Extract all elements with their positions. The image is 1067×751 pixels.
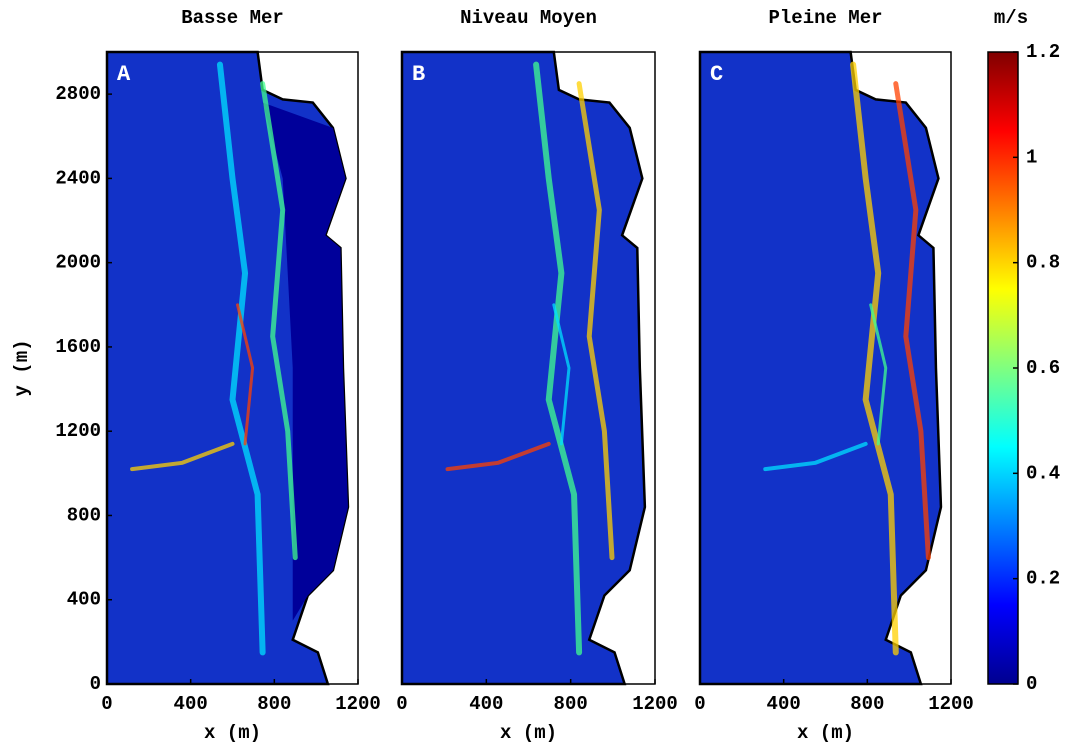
x-tick-label: 0	[101, 693, 112, 715]
y-tick-label: 0	[90, 673, 101, 695]
x-tick-label: 400	[174, 693, 208, 715]
panel-frame	[699, 51, 952, 685]
velocity-streak	[260, 81, 298, 561]
panel-frame	[401, 51, 656, 685]
water	[400, 50, 647, 686]
velocity-streak	[850, 61, 899, 656]
colorbar-tick-label: 0	[1026, 673, 1037, 695]
y-tick-label: 1600	[55, 336, 101, 358]
y-tick-label: 800	[67, 504, 101, 526]
x-tick-label: 800	[257, 693, 291, 715]
velocity-streak	[236, 303, 255, 446]
velocity-streak	[216, 61, 266, 656]
velocity-streak	[445, 441, 551, 472]
water	[698, 50, 943, 686]
velocity-streak	[552, 303, 571, 446]
x-tick-label: 800	[850, 693, 884, 715]
colorbar-tick-label: 1	[1026, 146, 1037, 168]
x-tick-label: 400	[469, 693, 503, 715]
y-axis-label: y (m)	[11, 339, 33, 396]
x-tick-label: 400	[767, 693, 801, 715]
colorbar-tick-label: 0.8	[1026, 252, 1060, 274]
x-tick-label: 1200	[928, 693, 974, 715]
y-tick-label: 2800	[55, 83, 101, 105]
velocity-streak	[763, 441, 868, 472]
y-tick-label: 2000	[55, 252, 101, 274]
velocity-streak	[893, 81, 931, 561]
panel-label: C	[710, 62, 723, 87]
x-tick-label: 800	[554, 693, 588, 715]
y-tick-label: 2400	[55, 167, 101, 189]
dry-flat	[262, 102, 348, 621]
x-tick-label: 1200	[335, 693, 381, 715]
velocity-streak	[533, 61, 583, 656]
panel-label: B	[412, 62, 425, 87]
panel-frame	[106, 51, 359, 685]
colorbar-tick-label: 0.6	[1026, 357, 1060, 379]
colorbar-tick-label: 1.2	[1026, 41, 1060, 63]
y-tick-label: 400	[67, 589, 101, 611]
panel-title: Niveau Moyen	[460, 7, 597, 29]
panel-title: Basse Mer	[181, 7, 284, 29]
x-tick-label: 0	[396, 693, 407, 715]
x-axis-label: x (m)	[797, 722, 854, 744]
colorbar-tick-label: 0.4	[1026, 462, 1060, 484]
panel-label: A	[117, 62, 131, 87]
velocity-streak	[576, 81, 615, 561]
x-axis-label: x (m)	[204, 722, 261, 744]
colorbar-tick-label: 0.2	[1026, 568, 1060, 590]
x-tick-label: 0	[694, 693, 705, 715]
panel-title: Pleine Mer	[768, 7, 882, 29]
x-tick-label: 1200	[632, 693, 678, 715]
x-axis-label: x (m)	[500, 722, 557, 744]
colorbar-label: m/s	[994, 7, 1028, 29]
velocity-streak	[869, 303, 888, 446]
y-tick-label: 1200	[55, 420, 101, 442]
velocity-streak	[130, 441, 235, 472]
